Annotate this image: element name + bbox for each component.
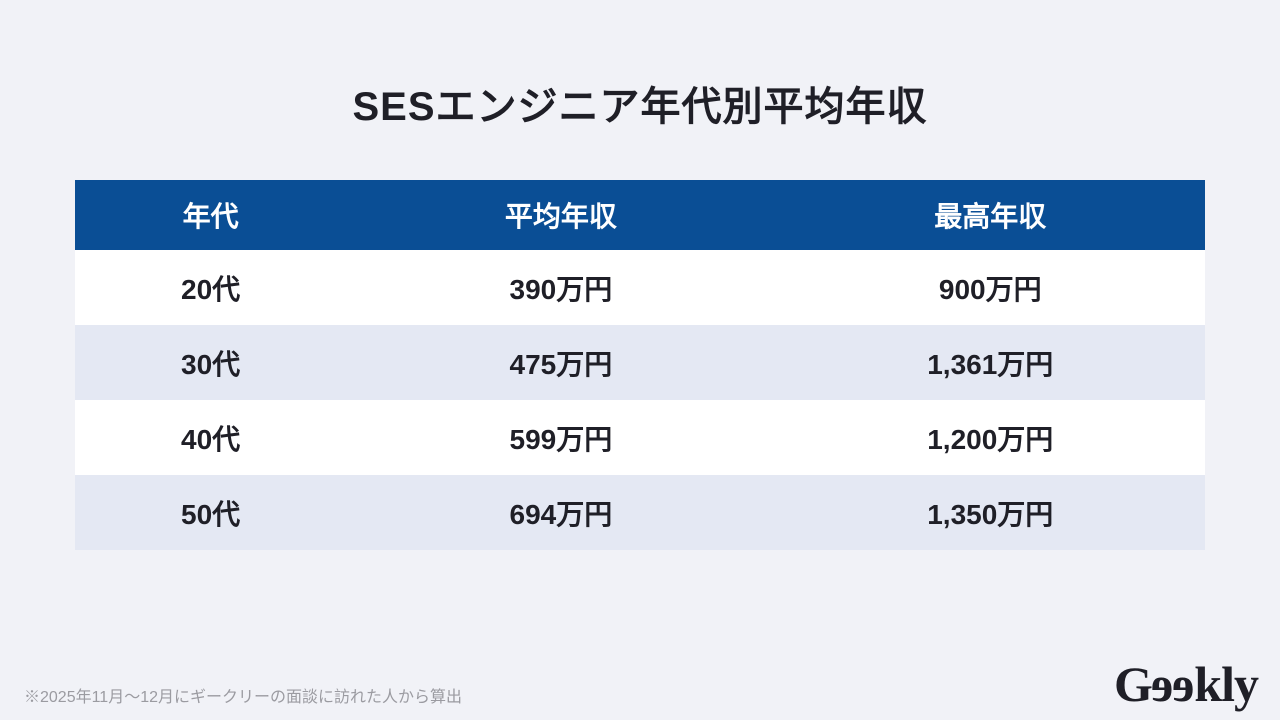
footnote: ※2025年11月〜12月にギークリーの面談に訪れた人から算出 [24,689,463,706]
cell-max-salary: 1,361万円 [927,348,1054,380]
cell-average-salary: 599万円 [509,423,613,455]
cell-age: 20代 [181,273,241,305]
cell-age: 50代 [181,498,241,530]
geekly-logo: Geekly [1114,654,1259,714]
salary-table: 年代 平均年収 最高年収 20代 390万円 900万円 30代 475万円 1… [75,180,1205,550]
logo-suffix: kly [1194,656,1259,712]
logo-reversed-ee: ee [1151,656,1195,712]
cell-max-salary: 1,350万円 [927,498,1054,530]
table-row-50s: 50代 694万円 1,350万円 [75,475,1205,550]
cell-max-salary: 900万円 [938,273,1042,305]
cell-age: 40代 [181,423,241,455]
cell-average-salary: 694万円 [509,498,613,530]
table-row-30s: 30代 475万円 1,361万円 [75,325,1205,400]
column-header-average-salary: 平均年収 [504,201,617,232]
cell-average-salary: 475万円 [509,348,613,380]
cell-age: 30代 [181,348,241,380]
cell-max-salary: 1,200万円 [927,423,1054,455]
table-row-40s: 40代 599万円 1,200万円 [75,400,1205,475]
page-title: SESエンジニア年代別平均年収 [352,85,928,129]
logo-letter-g: G [1114,656,1153,712]
table-header-row: 年代 平均年収 最高年収 [75,180,1205,250]
column-header-age: 年代 [182,201,239,232]
table-row-20s: 20代 390万円 900万円 [75,250,1205,325]
cell-average-salary: 390万円 [509,273,613,305]
column-header-max-salary: 最高年収 [934,201,1047,232]
